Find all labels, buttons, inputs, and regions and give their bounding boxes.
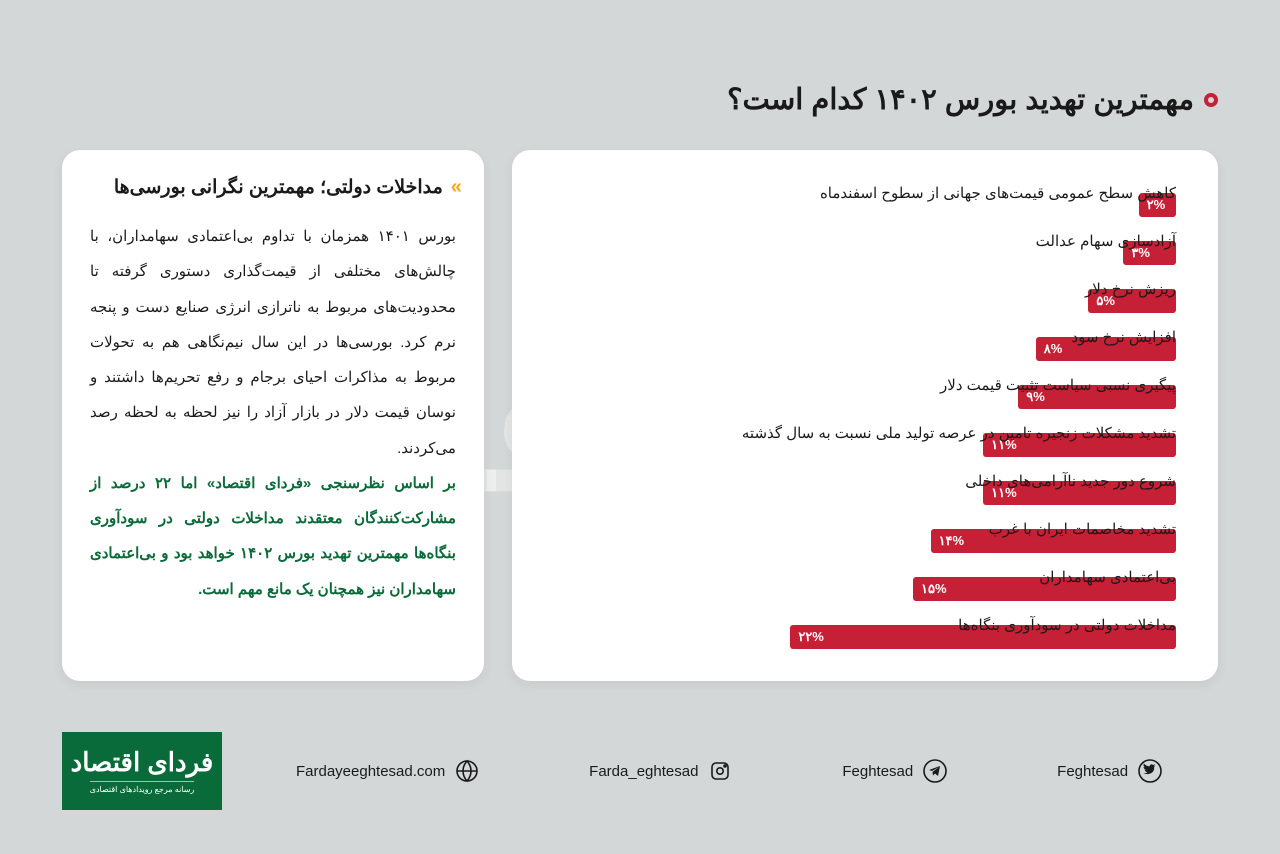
chart-row-label: مداخلات دولتی در سودآوری بنگاه‌ها [958, 616, 1176, 634]
chart-row: ۲%کاهش سطح عمومی قیمت‌های جهانی از سطوح … [554, 186, 1176, 217]
instagram-icon [706, 757, 734, 785]
chart-bar-value: ۱۴% [939, 533, 965, 549]
page-header: مهمترین تهدید بورس ۱۴۰۲ کدام است؟ [727, 82, 1218, 117]
page-title: مهمترین تهدید بورس ۱۴۰۲ کدام است؟ [727, 82, 1194, 117]
chart-row-label: افزایش نرخ سود [1071, 328, 1176, 346]
social-item-instagram[interactable]: Farda_eghtesad [589, 757, 734, 785]
commentary-title: مداخلات دولتی؛ مهمترین نگرانی بورسی‌ها [114, 176, 443, 199]
chart-rows: ۲%کاهش سطح عمومی قیمت‌های جهانی از سطوح … [554, 186, 1176, 649]
bullet-icon [1204, 93, 1218, 107]
chart-row-label: پیگیری نسبی سیاست تثبیت قیمت دلار [940, 376, 1176, 394]
social-item-telegram[interactable]: Feghtesad [842, 757, 949, 785]
chart-row: ۸% افزایش نرخ سود [554, 330, 1176, 361]
brand-logo-main: فردای اقتصاد [71, 749, 214, 775]
chart-bar-value: ۱۵% [921, 581, 947, 597]
telegram-icon [921, 757, 949, 785]
commentary-body: بورس ۱۴۰۱ همزمان با تداوم بی‌اعتمادی سها… [90, 219, 456, 607]
commentary-p1: بورس ۱۴۰۱ همزمان با تداوم بی‌اعتمادی سها… [90, 228, 456, 457]
social-handle: Feghtesad [1057, 763, 1128, 780]
chart-row: ۹%پیگیری نسبی سیاست تثبیت قیمت دلار [554, 378, 1176, 409]
chart-bar-value: ۸% [1044, 341, 1063, 357]
chart-row: ۳%آزادسازی سهام عدالت [554, 234, 1176, 265]
chart-row-label: شروع دور جدید ناآرامی‌های داخلی [965, 472, 1176, 490]
chart-row-label: کاهش سطح عمومی قیمت‌های جهانی از سطوح اس… [820, 184, 1176, 202]
social-item-web[interactable]: Fardayeeghtesad.com [296, 757, 481, 785]
chart-row: ۱۱%شروع دور جدید ناآرامی‌های داخلی [554, 474, 1176, 505]
chart-row-label: تشدید مخاصمات ایران با غرب [989, 520, 1176, 538]
chart-row-label: تشدید مشکلات زنجیره تامین در عرصه تولید … [742, 424, 1176, 442]
brand-logo-sub: رسانه مرجع رویدادهای اقتصادی [90, 781, 195, 794]
commentary-header: » مداخلات دولتی؛ مهمترین نگرانی بورسی‌ها [90, 176, 456, 199]
social-handle: Farda_eghtesad [589, 763, 698, 780]
social-item-twitter[interactable]: Feghtesad [1057, 757, 1164, 785]
twitter-icon [1136, 757, 1164, 785]
chevrons-icon: » [451, 176, 456, 199]
chart-row: ۱۱%تشدید مشکلات زنجیره تامین در عرصه تول… [554, 426, 1176, 457]
web-icon [453, 757, 481, 785]
chart-row-label: بی‌اعتمادی سهامداران [1039, 568, 1176, 586]
chart-row-label: ریزش نرخ دلار [1085, 280, 1176, 298]
chart-row-label: آزادسازی سهام عدالت [1036, 232, 1176, 250]
social-handle: Fardayeeghtesad.com [296, 763, 445, 780]
social-handle: Feghtesad [842, 763, 913, 780]
commentary-card: » مداخلات دولتی؛ مهمترین نگرانی بورسی‌ها… [62, 150, 484, 681]
chart-row: ۱۵% بی‌اعتمادی سهامداران [554, 570, 1176, 601]
chart-bar-value: ۲۲% [798, 629, 824, 645]
chart-row: ۱۴% تشدید مخاصمات ایران با غرب [554, 522, 1176, 553]
chart-row: ۵%ریزش نرخ دلار [554, 282, 1176, 313]
content-row: ۲%کاهش سطح عمومی قیمت‌های جهانی از سطوح … [62, 150, 1218, 681]
chart-card: ۲%کاهش سطح عمومی قیمت‌های جهانی از سطوح … [512, 150, 1218, 681]
page-footer: Feghtesad Feghtesad Farda_eghtesad Fardayee… [62, 732, 1218, 810]
chart-row: ۲۲% مداخلات دولتی در سودآوری بنگاه‌ها [554, 618, 1176, 649]
commentary-p2: بر اساس نظرسنجی «فردای اقتصاد» اما ۲۲ در… [90, 475, 456, 598]
socials-row: Feghtesad Feghtesad Farda_eghtesad Fardayee… [222, 757, 1218, 785]
brand-logo: فردای اقتصاد رسانه مرجع رویدادهای اقتصاد… [62, 732, 222, 810]
